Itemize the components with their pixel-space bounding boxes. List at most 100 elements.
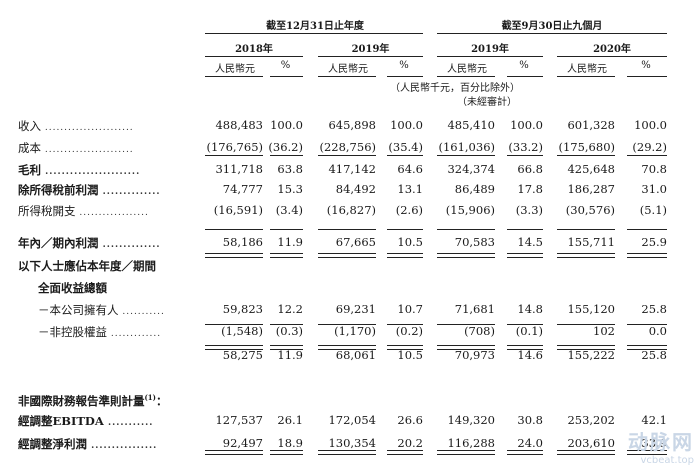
subtotal-rule bbox=[507, 324, 543, 325]
amount-cell: (1,170) bbox=[334, 324, 376, 338]
percent-cell: (36.2) bbox=[268, 140, 303, 154]
units-note: （人民幣千元，百分比除外） bbox=[390, 83, 520, 94]
row-label: 非國際財務報告準則計量(1)： bbox=[18, 393, 168, 409]
year-header-2018: 2018年 bbox=[235, 44, 273, 55]
period-header-fy: 截至12月31日止年度 bbox=[266, 21, 364, 32]
total-double-rule bbox=[437, 450, 495, 455]
percent-cell: (33.2) bbox=[508, 140, 543, 154]
row-label-text: 收入 bbox=[18, 119, 41, 133]
percent-cell: 18.9 bbox=[277, 436, 303, 450]
amount-cell: 58,186 bbox=[222, 235, 263, 249]
leader-dots: ............. bbox=[107, 329, 162, 339]
row-label: －本公司擁有人 ........... bbox=[38, 302, 165, 318]
percent-cell: 66.8 bbox=[517, 162, 543, 176]
percent-cell: 26.1 bbox=[277, 413, 303, 427]
percent-cell: 64.6 bbox=[397, 162, 423, 176]
amount-cell: 92,497 bbox=[222, 436, 263, 450]
col-header-percent: % bbox=[641, 60, 651, 71]
year-header-2019-9m: 2019年 bbox=[471, 44, 509, 55]
col-header-currency: 人民幣元 bbox=[215, 64, 255, 75]
total-double-rule bbox=[557, 450, 615, 455]
percent-cell: 14.6 bbox=[517, 348, 543, 362]
total-double-rule bbox=[387, 450, 423, 455]
period-9m-rule bbox=[437, 33, 667, 34]
year-header-2020: 2020年 bbox=[593, 44, 631, 55]
col-header-currency: 人民幣元 bbox=[328, 64, 368, 75]
subtotal-rule bbox=[507, 229, 543, 230]
col-header-currency: 人民幣元 bbox=[447, 64, 487, 75]
row-label-text: 毛利 bbox=[18, 163, 41, 177]
amount-cell: 645,898 bbox=[328, 118, 376, 132]
amount-cell: 84,492 bbox=[335, 182, 376, 196]
amount-cell: (16,827) bbox=[326, 203, 376, 217]
subtotal-rule bbox=[557, 229, 615, 230]
leader-dots: ....................... bbox=[41, 123, 134, 133]
subtotal-rule bbox=[387, 229, 423, 230]
percent-cell: 42.1 bbox=[641, 413, 667, 427]
amount-cell: 71,681 bbox=[454, 302, 495, 316]
row-label-text: 經調整淨利潤 bbox=[18, 437, 87, 451]
percent-cell: 25.8 bbox=[641, 302, 667, 316]
row-label-text: 年內／期內利潤 bbox=[18, 236, 99, 250]
leader-dots: .............. bbox=[98, 240, 161, 250]
subtotal-rule bbox=[387, 155, 423, 156]
subtotal-rule bbox=[557, 324, 615, 325]
percent-cell: 10.7 bbox=[397, 302, 423, 316]
year-header-2019-fy: 2019年 bbox=[351, 44, 390, 55]
watermark-text: 动脉网 bbox=[628, 430, 694, 454]
subtotal-rule bbox=[387, 324, 423, 325]
year-2019-9m-rule bbox=[437, 56, 543, 57]
amount-cell: 116,288 bbox=[447, 436, 495, 450]
footnote-marker: (1) bbox=[144, 393, 157, 403]
percent-cell: 14.8 bbox=[517, 302, 543, 316]
subtotal-rule bbox=[270, 155, 303, 156]
row-label: －非控股權益 ............. bbox=[38, 324, 161, 340]
subtotal-rule bbox=[627, 155, 667, 156]
subtotal-rule bbox=[437, 229, 495, 230]
year-2018-rule bbox=[205, 56, 303, 57]
total-double-rule bbox=[205, 450, 263, 455]
amount-cell: 488,483 bbox=[215, 118, 263, 132]
col-header-percent: % bbox=[519, 60, 529, 71]
percent-cell: 0.0 bbox=[648, 324, 667, 338]
percent-cell: (3.3) bbox=[515, 203, 543, 217]
total-double-rule bbox=[507, 253, 543, 258]
period-fy-rule bbox=[205, 33, 423, 34]
total-double-rule bbox=[557, 345, 615, 350]
total-double-rule bbox=[507, 450, 543, 455]
amount-cell: (175,680) bbox=[558, 140, 615, 154]
amount-cell: 102 bbox=[593, 324, 615, 338]
year-2019-fy-rule bbox=[318, 56, 423, 57]
percent-cell: (3.4) bbox=[275, 203, 303, 217]
col-header-percent: % bbox=[280, 60, 291, 71]
total-double-rule bbox=[318, 345, 376, 350]
year-2020-rule bbox=[557, 56, 667, 57]
subtotal-rule bbox=[318, 324, 376, 325]
percent-cell: 13.1 bbox=[397, 182, 423, 196]
percent-cell: 25.8 bbox=[641, 348, 667, 362]
sub-rule bbox=[507, 76, 543, 77]
amount-cell: 601,328 bbox=[567, 118, 615, 132]
subtotal-rule bbox=[627, 324, 667, 325]
total-double-rule bbox=[270, 253, 303, 258]
sub-rule bbox=[557, 76, 615, 77]
row-label: 以下人士應佔本年度／期間 bbox=[18, 258, 156, 274]
amount-cell: 425,648 bbox=[567, 162, 615, 176]
percent-cell: 11.9 bbox=[277, 348, 303, 362]
subtotal-rule bbox=[437, 324, 495, 325]
total-double-rule bbox=[205, 345, 263, 350]
amount-cell: 203,610 bbox=[567, 436, 615, 450]
watermark-url: vcbeat.top bbox=[640, 455, 694, 466]
row-label-text: 以下人士應佔本年度／期間 bbox=[18, 259, 156, 273]
amount-cell: 324,374 bbox=[447, 162, 495, 176]
percent-cell: (0.2) bbox=[395, 324, 423, 338]
amount-cell: 86,489 bbox=[454, 182, 495, 196]
sub-rule bbox=[205, 76, 263, 77]
total-double-rule bbox=[387, 345, 423, 350]
col-header-currency: 人民幣元 bbox=[567, 64, 607, 75]
row-label: 除所得稅前利潤 .............. bbox=[18, 182, 161, 198]
amount-cell: (708) bbox=[464, 324, 495, 338]
amount-cell: (15,906) bbox=[445, 203, 495, 217]
amount-cell: 186,287 bbox=[567, 182, 615, 196]
